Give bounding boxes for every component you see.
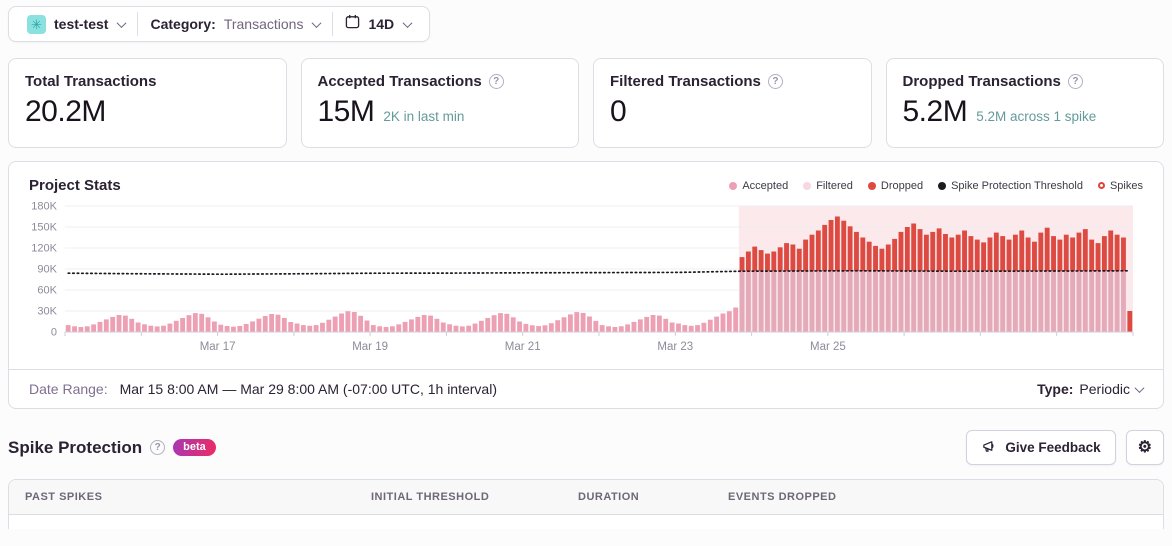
type-label: Type: — [1037, 381, 1074, 397]
chevron-down-icon — [402, 17, 413, 28]
table-row[interactable] — [9, 515, 1163, 529]
help-icon[interactable]: ? — [1067, 74, 1083, 89]
chevron-down-icon — [117, 17, 127, 28]
chart-header: Project Stats Accepted Filtered Dropped Spi… — [9, 162, 1163, 196]
calendar-icon — [345, 14, 360, 34]
beta-badge: beta — [173, 439, 216, 456]
legend-label: Filtered — [816, 179, 853, 192]
legend-item-spikes[interactable]: Spikes — [1097, 179, 1143, 192]
type-value: Periodic — [1079, 381, 1130, 397]
svg-text:90K: 90K — [37, 264, 57, 276]
stat-card-subvalue: 5.2M across 1 spike — [976, 109, 1097, 124]
legend-item-spike-protection-threshold[interactable]: Spike Protection Threshold — [938, 180, 1083, 192]
date-range-label: Date Range: — [29, 381, 108, 397]
project-name: test-test — [54, 16, 109, 32]
stat-card-value: 5.2M — [902, 95, 968, 128]
chart-legend: Accepted Filtered Dropped Spike Protection … — [729, 180, 1143, 192]
stat-card-total-transactions: Total Transactions 20.2M — [8, 58, 287, 148]
svg-text:60K: 60K — [37, 285, 57, 297]
spike-ring-icon — [1097, 182, 1105, 189]
date-range-value: Mar 15 8:00 AM — Mar 29 8:00 AM (-07:00 … — [119, 381, 497, 397]
legend-dot-icon — [867, 181, 876, 190]
svg-text:120K: 120K — [31, 243, 57, 255]
toolbar-divider — [332, 12, 334, 36]
give-feedback-label: Give Feedback — [1005, 440, 1101, 455]
legend-dot-icon — [729, 181, 738, 190]
stat-card-value: 20.2M — [25, 95, 106, 128]
table-header-row: Past Spikes Initial Threshold Duration Even… — [9, 480, 1163, 515]
column-header-past-spikes: Past Spikes — [25, 491, 103, 503]
project-selector[interactable]: ✳ test-test — [15, 14, 137, 34]
stat-card-title: Accepted Transactions — [317, 73, 482, 90]
legend-label: Spike Protection Threshold — [951, 179, 1083, 192]
project-avatar: ✳ — [27, 14, 46, 34]
period-value: 14D — [368, 16, 395, 32]
give-feedback-button[interactable]: Give Feedback — [966, 430, 1116, 465]
spike-protection-header: Spike Protection ? beta Give Feedback ⚙ — [8, 430, 1164, 465]
help-icon[interactable]: ? — [767, 74, 783, 89]
legend-dot-icon — [803, 181, 812, 190]
chevron-down-icon — [1134, 382, 1145, 393]
svg-text:Mar 17: Mar 17 — [200, 341, 236, 353]
gear-icon: ⚙ — [1137, 438, 1152, 456]
svg-text:Mar 25: Mar 25 — [810, 341, 846, 353]
svg-text:150K: 150K — [31, 222, 57, 234]
legend-item-filtered[interactable]: Filtered — [803, 180, 853, 192]
column-header-events-dropped: Events Dropped — [728, 491, 837, 503]
stat-card-title: Filtered Transactions — [610, 73, 761, 90]
column-header-duration: Duration — [578, 491, 640, 503]
svg-text:0: 0 — [51, 327, 57, 339]
stat-card-title: Dropped Transactions — [902, 73, 1061, 90]
stat-card-title: Total Transactions — [25, 73, 157, 90]
svg-text:30K: 30K — [37, 306, 57, 318]
date-period-selector[interactable]: 14D — [333, 14, 423, 34]
category-value: Transactions — [223, 16, 304, 32]
legend-item-accepted[interactable]: Accepted — [729, 180, 788, 192]
type-selector[interactable]: Type: Periodic — [1037, 381, 1145, 397]
stat-card-value: 0 — [610, 95, 627, 128]
legend-label: Accepted — [742, 179, 789, 192]
chart-title: Project Stats — [29, 177, 121, 194]
legend-label: Spikes — [1109, 179, 1143, 192]
project-stats-chart: 180K 150K 120K 90K 60K 30K 0 Mar 17 Mar 19 Mar 21… — [31, 201, 1134, 353]
stat-card-dropped-transactions: Dropped Transactions ? 5.2M 5.2M across … — [885, 58, 1164, 148]
dashboard-page: ✳ test-test Category: Transactions 14D T… — [8, 6, 1164, 529]
stat-cards-row: Total Transactions 20.2M Accepted Transa… — [8, 58, 1164, 148]
filter-toolbar: ✳ test-test Category: Transactions 14D — [8, 6, 431, 42]
toolbar-divider — [137, 12, 139, 36]
settings-button[interactable]: ⚙ — [1125, 430, 1164, 465]
date-range: Date Range: Mar 15 8:00 AM — Mar 29 8:00… — [29, 381, 497, 397]
help-icon[interactable]: ? — [488, 74, 504, 89]
section-title: Spike Protection — [8, 437, 143, 457]
category-selector[interactable]: Category: Transactions — [138, 16, 332, 32]
svg-text:Mar 23: Mar 23 — [657, 341, 693, 353]
stat-card-value: 15M — [317, 95, 375, 128]
column-header-initial-threshold: Initial Threshold — [371, 491, 490, 503]
help-icon[interactable]: ? — [150, 440, 166, 455]
svg-text:Mar 19: Mar 19 — [352, 341, 388, 353]
stat-card-filtered-transactions: Filtered Transactions ? 0 — [593, 58, 872, 148]
chevron-down-icon — [312, 17, 322, 28]
stat-card-accepted-transactions: Accepted Transactions ? 15M 2K in last m… — [300, 58, 579, 148]
legend-dot-icon — [938, 181, 947, 190]
project-stats-card: Project Stats Accepted Filtered Dropped Spi… — [8, 161, 1164, 409]
megaphone-icon — [981, 439, 997, 457]
legend-item-dropped[interactable]: Dropped — [867, 179, 924, 192]
legend-label: Dropped — [880, 179, 924, 192]
chart-footer: Date Range: Mar 15 8:00 AM — Mar 29 8:00… — [9, 369, 1163, 408]
stat-card-subvalue: 2K in last min — [383, 109, 465, 124]
past-spikes-table: Past Spikes Initial Threshold Duration Even… — [8, 479, 1164, 529]
svg-text:Mar 21: Mar 21 — [505, 341, 541, 353]
category-label: Category: — [150, 16, 216, 32]
chart-plot-area[interactable]: 180K 150K 120K 90K 60K 30K 0 Mar 17 Mar 19 Mar 21… — [9, 196, 1163, 369]
svg-text:180K: 180K — [31, 201, 57, 213]
